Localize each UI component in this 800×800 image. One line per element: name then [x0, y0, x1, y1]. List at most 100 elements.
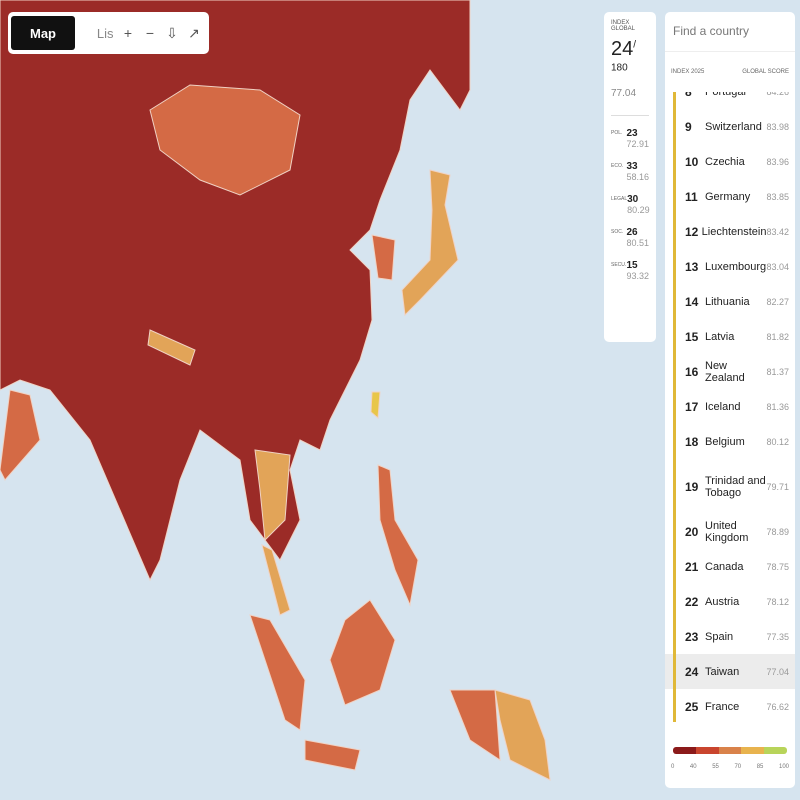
- table-row[interactable]: 18 Belgium 80.12: [665, 424, 795, 459]
- table-row[interactable]: 8Portugal84.26: [665, 92, 795, 109]
- legend-tick: 100: [778, 764, 789, 770]
- indicator-score: 72.91: [626, 139, 649, 149]
- share-icon[interactable]: ↗: [188, 24, 200, 41]
- zoom-in-button[interactable]: +: [123, 25, 133, 41]
- table-row[interactable]: 16 New Zealand 81.37: [665, 354, 795, 389]
- row-country: Liechtenstein: [701, 225, 767, 238]
- summary-score: 77.04: [611, 88, 649, 116]
- legend-tick: 85: [756, 764, 764, 770]
- summary-label: INDEX GLOBAL: [611, 20, 636, 32]
- row-country: Taiwan: [705, 665, 740, 678]
- indicator-label: ECO.: [611, 163, 624, 169]
- indicator-score: 80.29: [627, 205, 650, 215]
- indicator: SOC. 26 80.51: [611, 227, 649, 248]
- legend-tick: 0: [671, 764, 675, 770]
- row-score: 80.12: [766, 436, 789, 447]
- tab-map[interactable]: Map: [11, 16, 75, 50]
- zoom-out-button[interactable]: −: [145, 25, 155, 41]
- summary-rank: 24/ 180: [611, 38, 637, 74]
- row-rank: 21: [685, 559, 699, 574]
- table-row[interactable]: 12 Liechtenstein 83.42: [665, 214, 795, 249]
- row-rank: 9: [685, 119, 692, 134]
- row-rank: 22: [685, 594, 699, 609]
- map-toolbar: + − ⇩ ↗: [113, 12, 209, 54]
- col-score: GLOBAL SCORE: [742, 69, 789, 75]
- row-rank: 10: [685, 154, 699, 169]
- download-icon[interactable]: ⇩: [166, 24, 178, 41]
- country-search-input[interactable]: Find a country: [665, 12, 795, 52]
- row-score: 77.04: [766, 666, 789, 677]
- legend-swatch: [718, 747, 742, 754]
- row-country: Canada: [705, 560, 744, 573]
- ranking-panel: Find a country INDEX 2025 GLOBAL SCORE 8P…: [665, 12, 795, 788]
- legend-swatch: [764, 747, 787, 754]
- table-row[interactable]: 10 Czechia 83.96: [665, 144, 795, 179]
- row-score: 81.82: [766, 331, 789, 342]
- row-country: Belgium: [705, 435, 745, 448]
- row-score: 76.62: [766, 701, 789, 712]
- country-korea: [371, 234, 396, 281]
- row-rank: 14: [685, 294, 699, 309]
- table-row[interactable]: 11 Germany 83.85: [665, 179, 795, 214]
- table-row[interactable]: 9 Switzerland 83.98: [665, 109, 795, 144]
- table-row[interactable]: 22 Austria 78.12: [665, 584, 795, 619]
- indicator: LEGAL 30 80.29: [611, 194, 650, 215]
- row-score: 81.37: [766, 366, 789, 377]
- country-malaysia: [261, 544, 291, 616]
- tab-list[interactable]: List: [96, 25, 118, 41]
- table-row[interactable]: 17 Iceland 81.36: [665, 389, 795, 424]
- row-rank: 25: [685, 699, 699, 714]
- row-country: Latvia: [705, 330, 735, 343]
- indicator-score: 93.32: [626, 271, 649, 281]
- row-rank: 18: [685, 434, 699, 449]
- row-rank: 12: [685, 224, 699, 239]
- row-score: 83.85: [766, 191, 789, 202]
- row-country: Luxembourg: [705, 260, 767, 273]
- row-rank: 13: [685, 259, 699, 274]
- country-png: [494, 689, 551, 781]
- legend-ticks: 0 40 55 70 85 100: [671, 764, 789, 770]
- row-score: 78.12: [766, 596, 789, 607]
- row-country: United Kingdom: [705, 519, 749, 544]
- color-legend: [673, 747, 787, 754]
- row-country: Iceland: [705, 400, 741, 413]
- col-index: INDEX 2025: [671, 69, 705, 75]
- table-row[interactable]: 19 Trinidad and Tobago 79.71: [665, 459, 795, 514]
- indicator-rank: 23: [626, 128, 638, 139]
- indicator-label: POL.: [611, 130, 623, 136]
- table-row[interactable]: 13 Luxembourg 83.04: [665, 249, 795, 284]
- table-row[interactable]: 20 United Kingdom 78.89: [665, 514, 795, 549]
- indicator-rank: 26: [626, 227, 638, 238]
- table-row[interactable]: 14 Lithuania 82.27: [665, 284, 795, 319]
- country-mongolia: [149, 84, 301, 196]
- table-row[interactable]: 25 France 76.62: [665, 689, 795, 724]
- indicator: ECO. 33 58.16: [611, 161, 649, 182]
- country-oman: [0, 389, 41, 481]
- row-score: 83.04: [766, 261, 789, 272]
- legend-tick: 40: [689, 764, 697, 770]
- legend-swatch: [695, 747, 719, 754]
- indicator: POL. 23 72.91: [611, 128, 649, 149]
- row-score: 79.71: [766, 481, 789, 492]
- row-score: 84.26: [766, 92, 789, 97]
- row-country: Czechia: [705, 155, 745, 168]
- indicator-label: SECU.: [611, 262, 627, 268]
- table-row[interactable]: 21 Canada 78.75: [665, 549, 795, 584]
- table-row[interactable]: 23 Spain 77.35: [665, 619, 795, 654]
- row-score: 83.42: [766, 226, 789, 237]
- row-rank: 11: [685, 189, 698, 204]
- table-row[interactable]: 24 Taiwan 77.04: [665, 654, 795, 689]
- row-rank: 20: [685, 524, 699, 539]
- row-country: New Zealand: [705, 359, 745, 384]
- row-country: Switzerland: [705, 120, 762, 133]
- row-rank: 19: [685, 479, 699, 494]
- indicator-rank: 33: [626, 161, 638, 172]
- row-rank: 17: [685, 399, 699, 414]
- ranking-list[interactable]: 8Portugal84.26 9 Switzerland 83.98 10 Czechia…: [665, 92, 795, 732]
- row-rank: 16: [685, 364, 699, 379]
- indicator-rank: 30: [627, 194, 639, 205]
- table-row[interactable]: 15 Latvia 81.82: [665, 319, 795, 354]
- row-score: 83.98: [766, 121, 789, 132]
- country-nepal: [147, 329, 196, 366]
